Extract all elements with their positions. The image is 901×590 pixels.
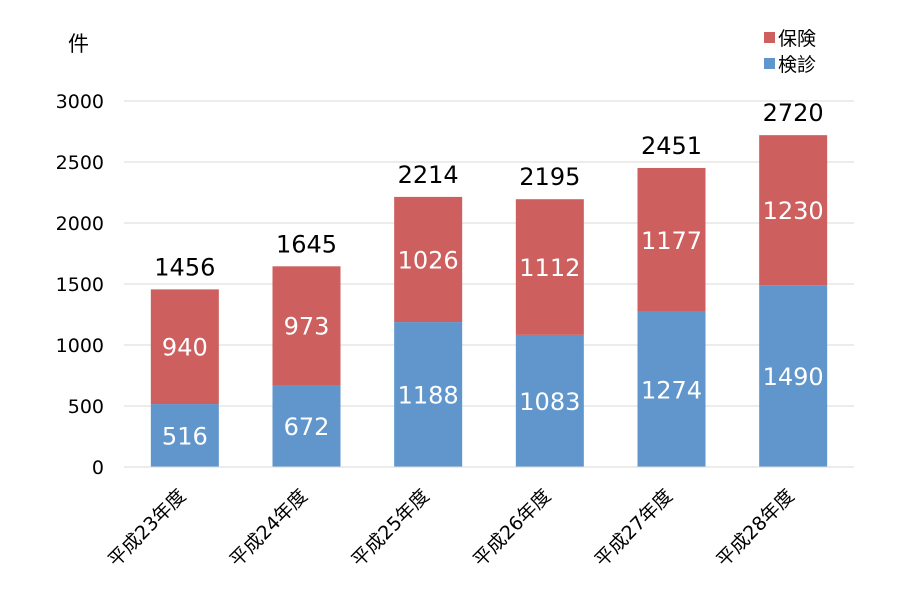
data-label-screening-1: 672 [284,413,330,441]
bar-insurance-0 [150,289,219,405]
y-axis-unit-label: 件 [68,32,89,56]
data-label-insurance-5: 1230 [763,197,824,225]
bar-screening-2 [394,322,463,467]
total-label-3: 2195 [519,163,580,191]
y-tick-label-4: 2000 [56,213,104,235]
bar-insurance-3 [515,199,584,335]
data-label-screening-3: 1083 [519,388,580,416]
data-label-insurance-1: 973 [284,313,330,341]
y-tick-label-5: 2500 [56,152,104,174]
bar-insurance-5 [759,135,828,286]
y-tick-label-0: 0 [92,457,104,479]
bar-insurance-4 [637,167,706,312]
bar-insurance-1 [272,266,341,386]
total-label-0: 1456 [154,253,215,281]
category-label-5: 平成28年度 [712,485,798,571]
total-label-4: 2451 [641,132,702,160]
legend: 保険 検診 [764,24,816,76]
category-label-3: 平成26年度 [469,485,555,571]
y-tick-label-1: 500 [68,396,104,418]
legend-label-insurance: 保険 [778,27,817,50]
bar-screening-4 [637,311,706,467]
legend-item-insurance: 保険 [764,24,816,50]
total-label-5: 2720 [763,99,824,127]
category-label-2: 平成25年度 [347,485,433,571]
data-label-insurance-3: 1112 [519,254,580,282]
bar-screening-3 [515,334,584,467]
legend-swatch-insurance [764,31,775,43]
legend-label-screening: 検診 [778,53,817,76]
data-label-screening-0: 516 [162,423,208,451]
bar-screening-0 [150,404,219,467]
data-label-insurance-4: 1177 [641,227,702,255]
data-label-screening-2: 1188 [398,382,459,410]
data-label-screening-4: 1274 [641,376,702,404]
y-tick-label-3: 1500 [56,274,104,296]
y-tick-label-2: 1000 [56,335,104,357]
legend-swatch-screening [764,57,775,69]
data-label-screening-5: 1490 [763,363,824,391]
category-label-0: 平成23年度 [104,485,190,571]
data-label-insurance-2: 1026 [398,246,459,274]
bar-screening-5 [759,285,828,467]
total-label-1: 1645 [276,230,337,258]
data-label-insurance-0: 940 [162,334,208,362]
bar-screening-1 [272,385,341,467]
bar-insurance-2 [394,196,463,323]
y-tick-label-6: 3000 [56,91,104,113]
legend-item-screening: 検診 [764,50,816,76]
category-label-4: 平成27年度 [591,485,677,571]
category-label-1: 平成24年度 [226,485,312,571]
total-label-2: 2214 [398,161,459,189]
